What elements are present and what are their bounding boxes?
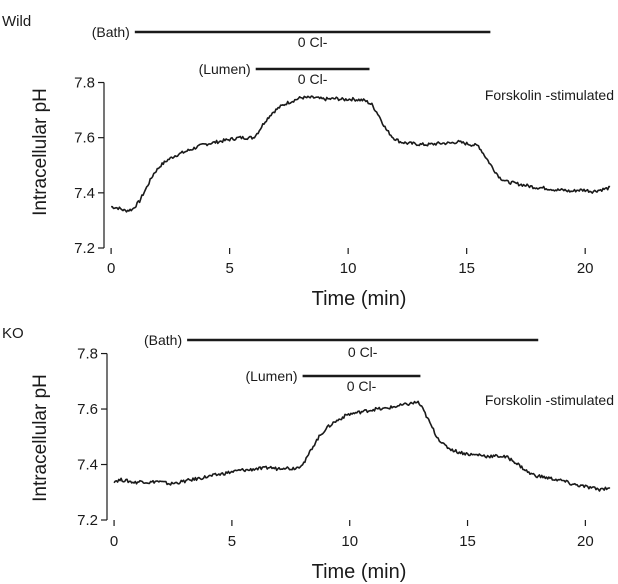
- y-tick-label-wild: 7.8: [74, 75, 95, 92]
- x-axis-label-ko: Time (min): [312, 561, 407, 583]
- axes-wild: 7.2 7.4 7.6 7.8 0 5 10 15 20: [74, 75, 593, 277]
- panel-label-ko: KO: [2, 325, 24, 342]
- bar-label-wild-0: (Bath): [92, 24, 130, 40]
- x-tick-label-wild: 0: [107, 260, 115, 277]
- annotation-wild: Forskolin -stimulated: [485, 87, 614, 103]
- x-tick-label-wild: 5: [225, 260, 233, 277]
- x-tick-label-wild: 15: [458, 260, 475, 277]
- panel-ko: KO (Bath) 0 Cl- (Lumen) 0 Cl- 7.2 7.4 7.6 7.8 0…: [2, 325, 614, 583]
- bar-text-ko-1: 0 Cl-: [347, 378, 377, 394]
- x-tick-label-ko: 0: [110, 533, 118, 550]
- y-tick-label-wild: 7.6: [74, 130, 95, 147]
- bar-label-ko-1: (Lumen): [245, 368, 297, 384]
- bars-wild: (Bath) 0 Cl- (Lumen) 0 Cl-: [92, 24, 491, 87]
- bar-text-wild-1: 0 Cl-: [298, 71, 328, 87]
- x-tick-label-ko: 10: [341, 533, 358, 550]
- y-tick-label-ko: 7.6: [77, 401, 98, 418]
- series-line-ko: [113, 400, 611, 492]
- bars-ko: (Bath) 0 Cl- (Lumen) 0 Cl-: [144, 332, 539, 394]
- bar-label-wild-1: (Lumen): [199, 61, 251, 77]
- y-tick-label-ko: 7.2: [77, 512, 98, 529]
- x-tick-label-ko: 20: [577, 533, 594, 550]
- y-tick-label-ko: 7.4: [77, 457, 98, 474]
- annotation-ko: Forskolin -stimulated: [485, 392, 614, 408]
- x-tick-label-wild: 10: [340, 260, 357, 277]
- axes-ko: 7.2 7.4 7.6 7.8 0 5 10 15 20: [77, 346, 594, 550]
- bar-text-wild-0: 0 Cl-: [298, 34, 328, 50]
- x-tick-label-ko: 15: [459, 533, 476, 550]
- y-axis-label-ko: Intracellular pH: [30, 374, 51, 502]
- series-line-wild: [111, 95, 611, 213]
- x-tick-label-ko: 5: [228, 533, 236, 550]
- panel-wild: Wild (Bath)0 Cl-(Lumen)0 Cl- 7.27.47.67.…: [2, 13, 614, 310]
- bar-text-ko-0: 0 Cl-: [348, 344, 378, 360]
- y-tick-label-ko: 7.8: [77, 346, 98, 363]
- panel-label-wild: Wild: [2, 13, 31, 30]
- x-axis-label-wild: Time (min): [312, 288, 407, 310]
- y-axis-label-wild: Intracellular pH: [30, 88, 51, 216]
- bar-label-ko-0: (Bath): [144, 332, 182, 348]
- x-tick-label-wild: 20: [577, 260, 594, 277]
- y-tick-label-wild: 7.2: [74, 240, 95, 257]
- y-tick-label-wild: 7.4: [74, 185, 95, 202]
